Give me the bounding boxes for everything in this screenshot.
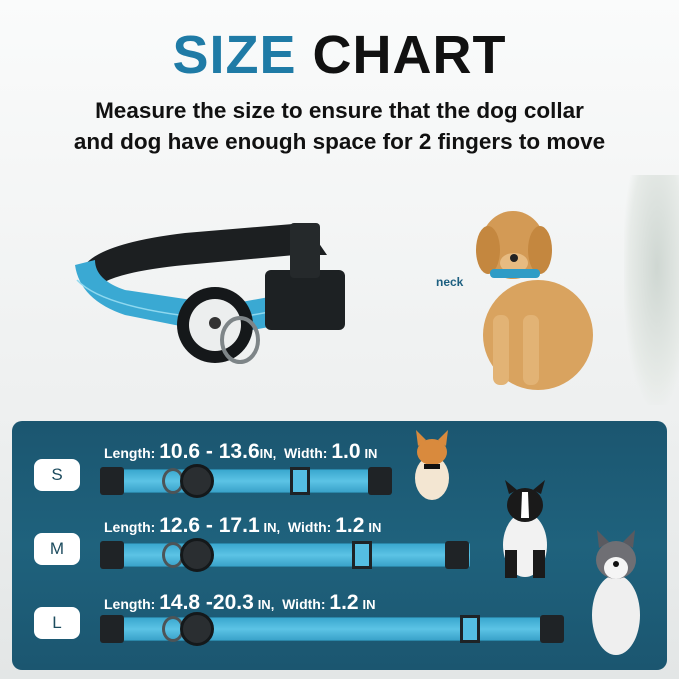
title-size: SIZE	[172, 25, 297, 85]
length-value: 12.6 - 17.1	[159, 514, 260, 537]
husky-image	[592, 530, 640, 655]
corgi-image	[415, 430, 449, 500]
subtitle-line-1: Measure the size to ensure that the dog …	[95, 98, 584, 123]
length-label: Length:	[104, 445, 156, 461]
size-badge-s: S	[34, 459, 80, 491]
subtitle-line-2: and dog have enough space for 2 fingers …	[73, 129, 606, 154]
length-unit: IN,	[259, 446, 277, 461]
width-value: 1.2	[329, 591, 359, 614]
width-unit: IN	[362, 597, 376, 612]
collar-l-image	[100, 612, 580, 646]
neck-label: neck	[436, 275, 464, 289]
length-value: 14.8 -20.3	[159, 591, 254, 614]
border-collie-image	[503, 480, 547, 578]
width-value: 1.2	[335, 514, 365, 537]
length-value: 10.6 - 13.6	[159, 440, 260, 463]
size-s-measurements: Length: 10.6 - 13.6IN, Width: 1.0 IN	[104, 440, 377, 464]
size-m-measurements: Length: 12.6 - 17.1 IN, Width: 1.2 IN	[104, 514, 381, 538]
length-unit: IN,	[263, 520, 281, 535]
length-label: Length:	[104, 519, 156, 535]
width-unit: IN	[364, 446, 378, 461]
width-label: Width:	[284, 445, 328, 461]
length-label: Length:	[104, 596, 156, 612]
plant-background	[624, 175, 679, 405]
width-unit: IN	[368, 520, 382, 535]
size-l-measurements: Length: 14.8 -20.3 IN, Width: 1.2 IN	[104, 591, 376, 615]
width-label: Width:	[282, 596, 326, 612]
collar-m-image	[100, 538, 490, 572]
size-badge-l: L	[34, 607, 80, 639]
length-unit: IN,	[257, 597, 275, 612]
width-value: 1.0	[331, 440, 361, 463]
subtitle: Measure the size to ensure that the dog …	[0, 95, 679, 157]
collar-product-image	[75, 223, 345, 364]
width-label: Width:	[287, 519, 332, 535]
page-title: SIZE CHART	[0, 24, 679, 86]
size-badge-m: M	[34, 533, 80, 565]
golden-retriever-image	[476, 211, 593, 390]
collar-s-image	[100, 464, 410, 498]
title-chart: CHART	[312, 25, 507, 85]
